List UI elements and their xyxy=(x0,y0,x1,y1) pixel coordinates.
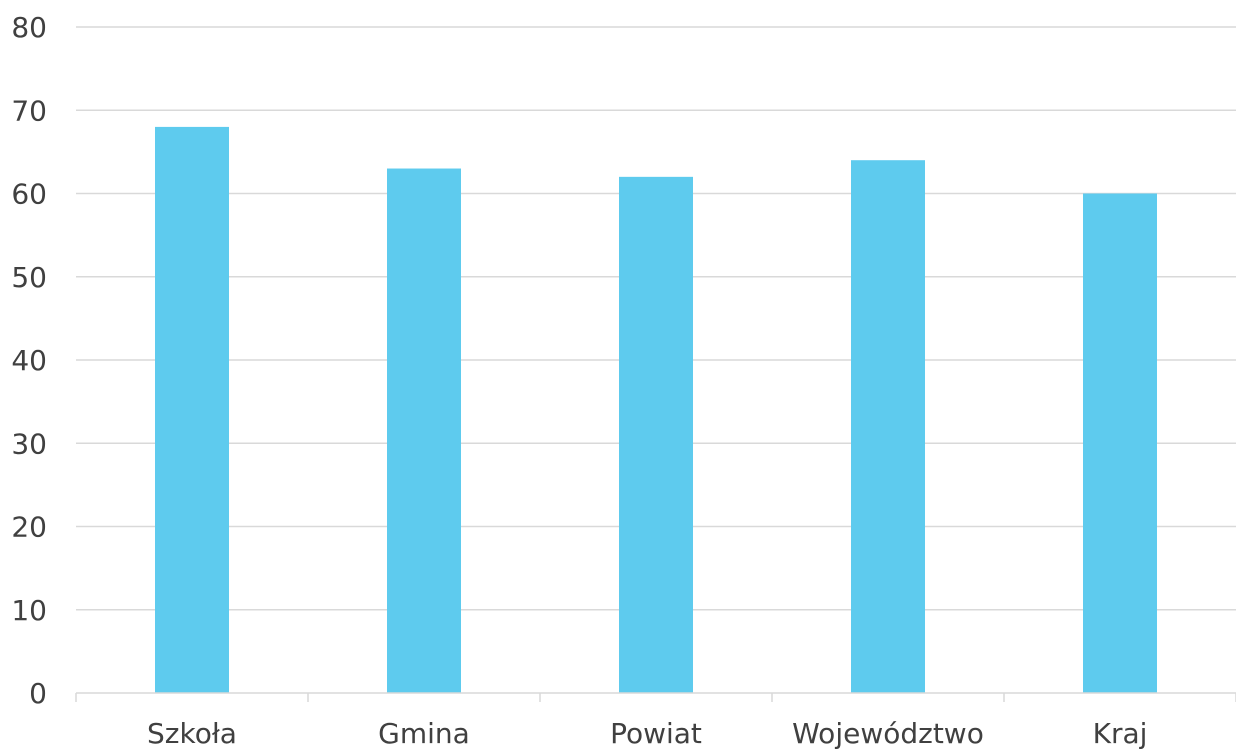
y-tick-label: 50 xyxy=(11,261,47,294)
x-tick-label: Gmina xyxy=(378,717,470,750)
bar-2 xyxy=(619,176,693,694)
bar-1 xyxy=(387,168,461,693)
x-tick-label: Województwo xyxy=(792,717,984,750)
y-tick-label: 80 xyxy=(11,11,47,44)
y-tick-label: 40 xyxy=(11,344,47,377)
x-tick-label: Powiat xyxy=(610,717,702,750)
y-tick-label: 30 xyxy=(11,427,47,460)
y-tick-label: 60 xyxy=(11,178,47,211)
y-tick-label: 10 xyxy=(11,594,47,627)
x-axis xyxy=(75,692,1236,702)
bar-4 xyxy=(1083,193,1157,693)
bars xyxy=(155,126,1157,694)
y-axis-ticks: 0 10 20 30 40 50 60 70 80 xyxy=(11,11,47,710)
y-tick-label: 70 xyxy=(11,94,47,127)
x-axis-ticks: Szkoła Gmina Powiat Województwo Kraj xyxy=(147,717,1147,750)
bar-3 xyxy=(851,160,925,693)
x-tick-label: Szkoła xyxy=(147,717,237,750)
x-tick-label: Kraj xyxy=(1093,717,1148,750)
y-tick-label: 0 xyxy=(29,677,47,710)
bar-0 xyxy=(155,126,229,693)
y-tick-label: 20 xyxy=(11,511,47,544)
